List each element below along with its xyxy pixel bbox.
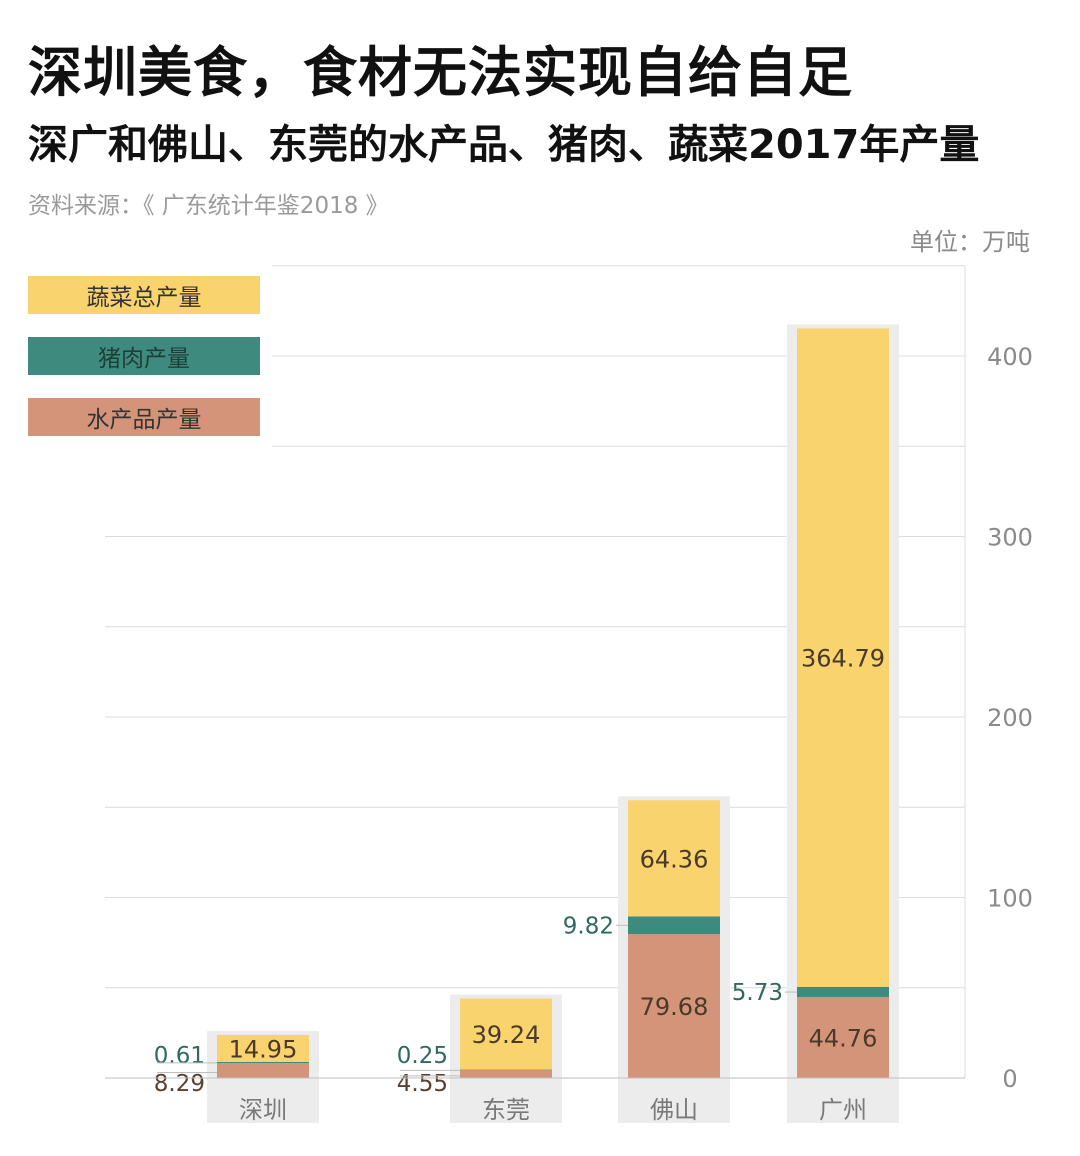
data-label-vegetable: 14.95 [229,1035,298,1063]
legend-item-vegetable: 蔬菜总产量 [28,276,260,314]
bar-segment-vegetable [460,998,552,1070]
bar-segment-aquatic [628,934,720,1078]
y-tick-label: 0 [1002,1065,1017,1093]
bar-segment-pork [797,986,889,998]
data-label-vegetable: 39.24 [472,1021,541,1049]
legend: 蔬菜总产量 猪肉产量 水产品产量 [28,276,260,459]
data-label-pork: 0.25 [397,1043,448,1069]
data-label-pork: 5.73 [732,980,783,1006]
unit-label: 单位：万吨 [910,228,1030,256]
bar-segment-vegetable [628,800,720,917]
data-label-aquatic: 4.55 [397,1071,448,1097]
category-label: 广州 [819,1096,867,1124]
bar-segment-aquatic [460,1069,552,1078]
category-label: 东莞 [482,1096,530,1124]
bar-segment-aquatic [797,997,889,1078]
data-label-pork: 0.61 [154,1043,205,1069]
legend-item-pork: 猪肉产量 [28,337,260,375]
data-label-aquatic: 8.29 [154,1071,205,1097]
bar-segment-pork [628,916,720,935]
bar-segment-aquatic [217,1063,309,1078]
data-label-pork: 9.82 [563,913,614,939]
y-tick-label: 100 [987,885,1033,913]
y-tick-label: 300 [987,524,1033,552]
bar-segment-vegetable [217,1034,309,1062]
data-label-vegetable: 364.79 [801,645,885,673]
chart-title: 深圳美食，食材无法实现自给自足 [28,41,853,104]
legend-item-aquatic: 水产品产量 [28,398,260,436]
data-label-aquatic: 79.68 [640,993,709,1021]
data-label-vegetable: 64.36 [640,845,709,873]
category-label: 佛山 [650,1096,698,1124]
chart-subtitle: 深广和佛山、东莞的水产品、猪肉、蔬菜2017年产量 [28,122,980,168]
y-tick-label: 200 [987,704,1033,732]
y-tick-label: 400 [987,343,1033,371]
bar-segment-pork [217,1061,309,1064]
source-note: 资料来源：《 广东统计年鉴2018 》 [28,193,389,219]
data-label-aquatic: 44.76 [809,1025,878,1053]
category-label: 深圳 [239,1096,287,1124]
bar-segment-vegetable [797,328,889,987]
